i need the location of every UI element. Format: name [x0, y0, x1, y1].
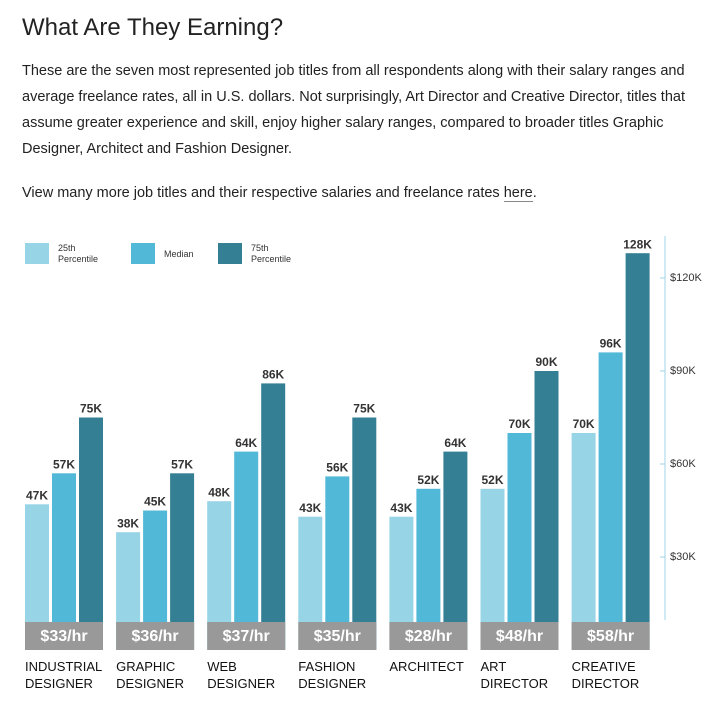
y-tick-label: $30K [670, 551, 696, 563]
legend-label: Median [164, 249, 194, 259]
value-label: 64K [444, 436, 466, 450]
rate-label: $58/hr [587, 628, 634, 645]
rate-box [571, 622, 650, 650]
rate-label: $28/hr [405, 628, 452, 645]
bar [352, 417, 377, 650]
legend-swatch [131, 243, 155, 264]
category-label: INDUSTRIAL DESIGNER [25, 659, 102, 691]
bar [170, 473, 195, 650]
legend-label: 25th Percentile [58, 243, 99, 264]
y-tick-label: $120K [670, 272, 702, 284]
rate-box [298, 622, 377, 650]
bar [507, 433, 532, 650]
rate-label: $36/hr [132, 628, 179, 645]
link[interactable]: here [503, 185, 533, 202]
bar [598, 352, 623, 650]
value-label: 43K [299, 501, 321, 515]
category-label: CREATIVE DIRECTOR [571, 659, 640, 691]
value-label: 128K [623, 237, 652, 251]
link-paragraph: View many more job titles and their resp… [22, 180, 692, 206]
intro-text: These are the seven most represented job… [22, 63, 685, 157]
value-label: 38K [117, 516, 139, 530]
value-label: 86K [262, 368, 284, 382]
category-label: ART DIRECTOR [480, 659, 549, 691]
bar [261, 383, 286, 650]
value-label: 70K [508, 417, 530, 431]
bar [79, 417, 103, 650]
link-end: . [532, 185, 537, 201]
value-label: 75K [80, 402, 102, 416]
bar [325, 476, 350, 650]
bar [571, 433, 596, 650]
rate-label: $37/hr [223, 628, 270, 645]
value-label: 52K [417, 473, 439, 487]
y-tick-label: $60K [670, 458, 696, 470]
value-label: 48K [208, 485, 230, 499]
legend-swatch [25, 243, 49, 264]
value-label: 56K [326, 461, 348, 475]
rate-label: $35/hr [314, 628, 361, 645]
category-label: GRAPHIC DESIGNER [116, 659, 184, 691]
bar [625, 253, 650, 650]
value-label: 90K [535, 355, 557, 369]
value-label: 52K [481, 473, 503, 487]
rate-box [480, 622, 559, 650]
value-label: 57K [53, 457, 75, 471]
category-label: FASHION DESIGNER [298, 659, 367, 691]
rate-box [389, 622, 468, 650]
link-intro: View many more job titles and their resp… [22, 185, 504, 201]
bar [52, 473, 76, 650]
value-label: 43K [390, 501, 412, 515]
category-label: WEB DESIGNER [207, 659, 276, 691]
value-label: 64K [235, 436, 257, 450]
value-label: 45K [144, 495, 166, 509]
rate-box [25, 622, 103, 650]
value-label: 47K [26, 488, 48, 502]
value-label: 70K [573, 417, 595, 431]
rate-box [207, 622, 286, 650]
bar [443, 451, 468, 650]
rate-box [116, 622, 195, 650]
bar [234, 451, 259, 650]
category-label: ARCHITECT [389, 659, 464, 674]
title: What Are They Earning? [22, 14, 284, 41]
rate-label: $33/hr [40, 628, 87, 645]
rate-label: $48/hr [496, 628, 543, 645]
legend-swatch [218, 243, 242, 264]
bar [534, 371, 559, 650]
y-tick-label: $90K [670, 365, 696, 377]
value-label: 57K [171, 457, 193, 471]
legend-label: 75th Percentile [251, 243, 292, 264]
value-label: 75K [353, 402, 375, 416]
value-label: 96K [600, 337, 622, 351]
